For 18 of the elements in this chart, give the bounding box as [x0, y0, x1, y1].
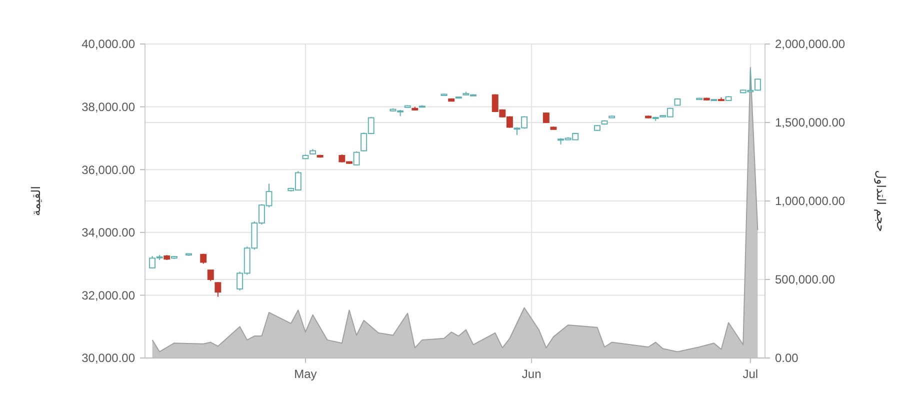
candlestick: [353, 150, 360, 166]
y2-tick-label: 1,000,000.00: [775, 194, 846, 208]
y-axis-title: القيمة: [29, 186, 43, 216]
candlestick: [214, 282, 222, 298]
y2-axis-title: حجم التداول: [874, 170, 888, 232]
y-tick-label: 30,000.00: [82, 351, 136, 366]
y2-tick-label: 2,000,000.00: [775, 37, 846, 52]
y-tick-label: 32,000.00: [82, 288, 136, 302]
x-tick-label: Jun: [522, 367, 542, 381]
y-tick-label: 36,000.00: [82, 162, 136, 177]
y-tick-label: 40,000.00: [82, 37, 136, 52]
y-tick-label: 38,000.00: [82, 100, 136, 114]
x-tick-label: Jul: [742, 367, 758, 381]
y2-tick-label: 0.00: [775, 351, 799, 366]
y2-tick-label: 500,000.00: [775, 272, 836, 287]
x-tick-label: May: [294, 367, 317, 381]
y2-tick-label: 1,500,000.00: [775, 116, 846, 130]
y-tick-label: 34,000.00: [82, 226, 136, 240]
